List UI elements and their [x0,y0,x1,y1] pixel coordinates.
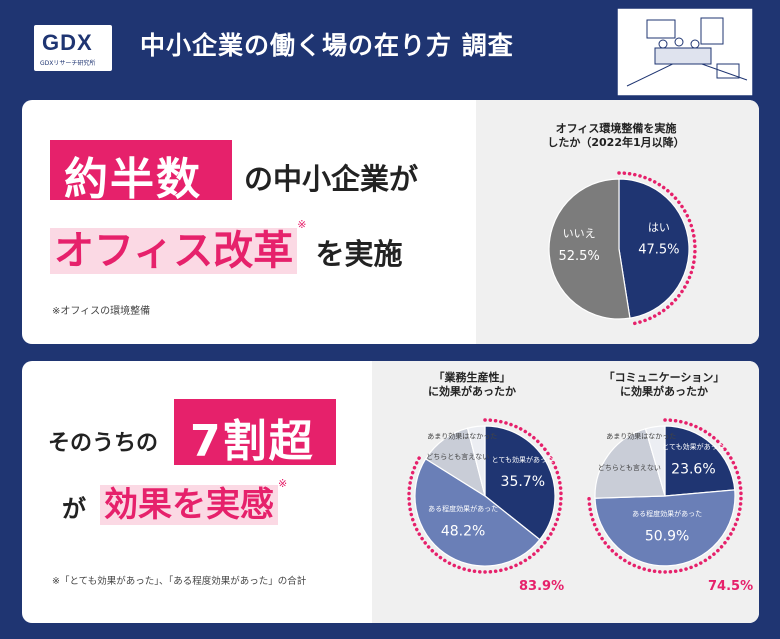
chart2-slice-3 [466,425,486,497]
chart1-title: オフィス環境整備を実施 したか（2022年1月以降） [511,122,721,150]
emphasis-box-half: 約半数 [50,140,232,205]
panel-office-reform: 約半数 の中小企業が オフィス改革※ を実施 ※オフィスの環境整備 オフィス環境… [22,100,759,344]
chart1-value-0: 47.5% [638,243,679,258]
chart2-slice-0 [484,425,556,541]
chart2-label-2: どちらとも言えない [426,452,489,461]
chart3-slice-3 [644,425,666,497]
chart3-pie: とても効果があった 23.6% ある程度効果があった 50.9% どちらとも言えない あま… [587,418,743,574]
logo-mark: GDX [42,30,93,55]
chart3-slice-0 [664,425,736,497]
chart2-title: 「業務生産性」 に効果があったか [402,371,542,399]
chart1-highlight-arc [617,171,697,326]
chart3-highlight-arc [587,418,743,574]
chart3-label-0: とても効果があった [662,442,724,451]
chart1-label-0: はい [648,221,670,234]
headline-line2-rest: を実施 [315,237,403,271]
chart1-label-1: いいえ [563,227,596,240]
chart1-pie: はい 47.5% いいえ 52.5% [548,171,697,326]
emphasis-box-70: 7割超 [174,399,336,467]
chart2-label-0: とても効果があった [492,455,554,464]
headline2-line2-left: が [62,495,86,523]
chart3-title: 「コミュニケーション」 に効果があったか [584,371,744,399]
footnote-mark: ※ [297,218,307,231]
chart1-slice-0 [618,178,690,319]
page-title: 中小企業の働く場の在り方 調査 [140,31,514,60]
logo: GDX GDXリサーチ研究所 [34,25,112,71]
chart2-title-line2: に効果があったか [428,385,516,398]
chart3-title-line2: に効果があったか [620,385,708,398]
footnote2: ※「とても効果があった」、「ある程度効果があった」の合計 [52,576,307,587]
headline-line1: の中小企業が [244,162,419,196]
office-illustration [616,7,754,97]
chart2-highlight-arc [407,418,563,574]
chart3-value-1: 50.9% [645,528,689,544]
chart2-pie: とても効果があった 35.7% ある程度効果があった 48.2% どちらとも言えないあま… [407,418,563,574]
chart2-title-line1: 「業務生産性」 [433,371,511,384]
highlight-effect: 効果を実感 [100,485,278,525]
chart1-value-1: 52.5% [558,249,599,264]
headline2-line2: 効果を実感※ [100,477,287,526]
logo-subtitle: GDXリサーチ研究所 [40,60,96,67]
chart3-label-2: どちらとも言えない [598,463,661,472]
chart3-title-line1: 「コミュニケーション」 [603,371,725,384]
chart3-value-0: 23.6% [671,461,715,477]
headline2-line1: そのうちの [48,431,159,456]
emphasis-half-text: 約半数 [64,154,202,205]
panel-effect: そのうちの 7割超 が 効果を実感※ ※「とても効果があった」、「ある程度効果が… [22,361,759,623]
chart1-title-line2: したか（2022年1月以降） [547,136,685,149]
chart3-slice-2 [594,428,666,499]
chart2-label-1: ある程度効果があった [428,504,498,513]
chart2-slice-1 [414,458,541,567]
chart3-label-1: ある程度効果があった [632,509,702,518]
highlight-office-reform: オフィス改革 [50,228,298,274]
chart3-slice-1 [594,489,736,567]
chart2-total: 83.9% [519,579,565,594]
emphasis-70-text: 7割超 [190,416,315,467]
chart2-value-0: 35.7% [501,474,545,490]
footnote2-mark: ※ [278,477,288,490]
chart2-value-1: 48.2% [441,523,485,539]
chart1-slice-1 [548,178,631,320]
chart1-title-line1: オフィス環境整備を実施 [555,122,677,135]
chart3-label-3: あまり効果はなかった [606,432,676,441]
chart3-total: 74.5% [708,579,754,594]
chart2-label-3: あまり効果はなかった [427,431,497,440]
footnote: ※オフィスの環境整備 [52,306,151,317]
headline-line2: オフィス改革※ を実施 [50,218,403,276]
